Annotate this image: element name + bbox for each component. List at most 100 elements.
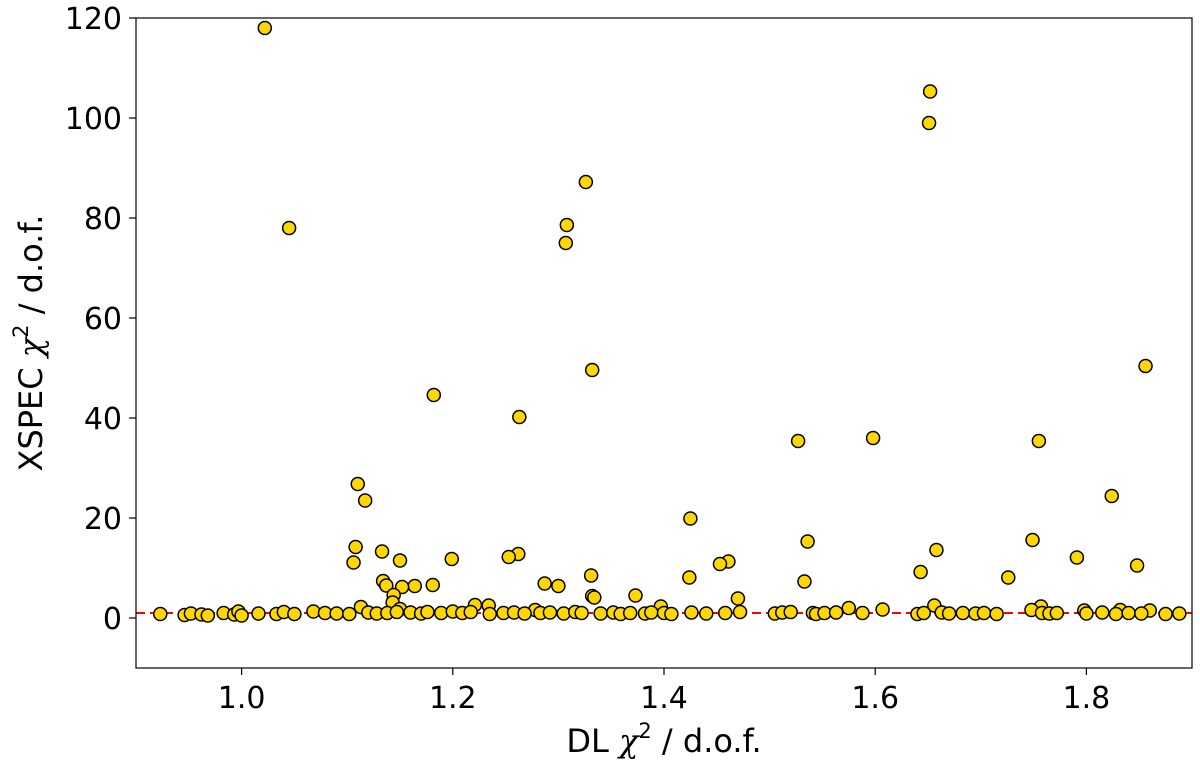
data-point — [1172, 606, 1187, 621]
data-point — [916, 605, 932, 621]
data-point — [921, 115, 937, 131]
data-point — [348, 539, 363, 555]
data-point — [551, 578, 566, 594]
x-axis-label: DL χ2 / d.o.f. — [566, 719, 761, 760]
data-point — [200, 608, 216, 623]
data-point — [875, 602, 890, 617]
data-point — [1094, 605, 1110, 620]
plot-frame — [135, 17, 1193, 669]
data-point — [392, 553, 408, 568]
data-point — [587, 590, 602, 605]
x-tick-label: 1.8 — [1063, 681, 1111, 716]
data-point — [644, 605, 659, 620]
data-point — [717, 605, 733, 621]
data-point — [281, 220, 297, 236]
data-point — [1079, 606, 1094, 621]
data-point — [482, 606, 498, 622]
data-point — [800, 534, 815, 549]
data-point — [622, 605, 638, 621]
data-point — [929, 542, 944, 558]
data-point — [976, 605, 992, 621]
data-point — [1069, 550, 1085, 565]
data-point — [1104, 488, 1119, 504]
data-point — [913, 564, 928, 580]
data-point — [593, 606, 608, 621]
data-point — [444, 551, 459, 567]
data-point — [463, 604, 479, 620]
y-tick-label: 100 — [65, 102, 122, 137]
data-point — [797, 574, 812, 589]
data-point — [664, 606, 679, 622]
x-tick-label: 1.2 — [429, 681, 477, 716]
data-point — [501, 549, 517, 565]
data-points — [153, 20, 1187, 623]
data-point — [346, 555, 361, 570]
y-axis-label: XSPEC χ2 / d.o.f. — [9, 215, 50, 472]
data-point — [783, 604, 798, 620]
x-tick-label: 1.6 — [851, 681, 899, 716]
data-point — [257, 20, 273, 36]
axis-ticks: 1.0 1.2 1.4 1.6 1.8 0 20 40 60 80 100 120 — [65, 2, 1111, 716]
data-point — [712, 556, 728, 572]
y-tick-label: 120 — [65, 2, 122, 37]
data-point — [578, 174, 594, 190]
data-point — [517, 606, 532, 621]
data-point — [542, 605, 558, 620]
data-point — [426, 387, 442, 403]
data-point — [1049, 605, 1065, 621]
x-tick-label: 1.4 — [640, 681, 688, 716]
data-point — [287, 606, 302, 622]
y-tick-label: 0 — [103, 602, 122, 637]
y-tick-label: 80 — [84, 202, 122, 237]
data-point — [251, 606, 266, 621]
data-point — [558, 235, 574, 251]
data-point — [682, 570, 697, 585]
data-point — [855, 605, 870, 621]
data-point — [559, 217, 575, 233]
data-point — [234, 608, 249, 623]
data-point — [683, 511, 698, 526]
y-tick-label: 20 — [84, 502, 122, 537]
data-point — [989, 606, 1004, 622]
data-point — [922, 84, 938, 99]
data-point — [1134, 606, 1149, 621]
data-point — [350, 476, 366, 492]
data-point — [357, 493, 373, 508]
data-point — [425, 577, 440, 593]
data-point — [698, 606, 714, 621]
data-point — [1108, 606, 1124, 622]
data-point — [1138, 358, 1153, 374]
data-point — [583, 568, 599, 583]
data-point — [584, 362, 600, 378]
data-point — [865, 430, 881, 446]
data-point — [512, 409, 527, 425]
data-point — [342, 606, 357, 622]
data-point — [941, 606, 957, 621]
y-tick-label: 40 — [84, 402, 122, 437]
data-point — [329, 606, 344, 621]
data-point — [389, 604, 405, 620]
data-point — [732, 604, 748, 620]
data-point — [407, 578, 423, 594]
data-point — [1129, 558, 1145, 573]
data-point — [537, 576, 552, 591]
data-point — [153, 606, 168, 622]
y-tick-label: 60 — [84, 302, 122, 337]
data-point — [1031, 433, 1047, 449]
data-point — [841, 600, 857, 616]
x-tick-label: 1.0 — [218, 681, 266, 716]
data-point — [730, 591, 746, 606]
data-point — [379, 578, 394, 593]
data-point — [628, 588, 643, 603]
data-point — [1025, 532, 1040, 548]
data-point — [955, 605, 971, 621]
data-point — [1121, 605, 1136, 621]
data-point — [790, 433, 806, 449]
data-point — [828, 605, 844, 620]
data-point — [374, 544, 390, 559]
data-point — [684, 605, 699, 620]
data-point — [1158, 606, 1173, 622]
data-point — [574, 605, 589, 621]
data-point — [420, 604, 435, 620]
